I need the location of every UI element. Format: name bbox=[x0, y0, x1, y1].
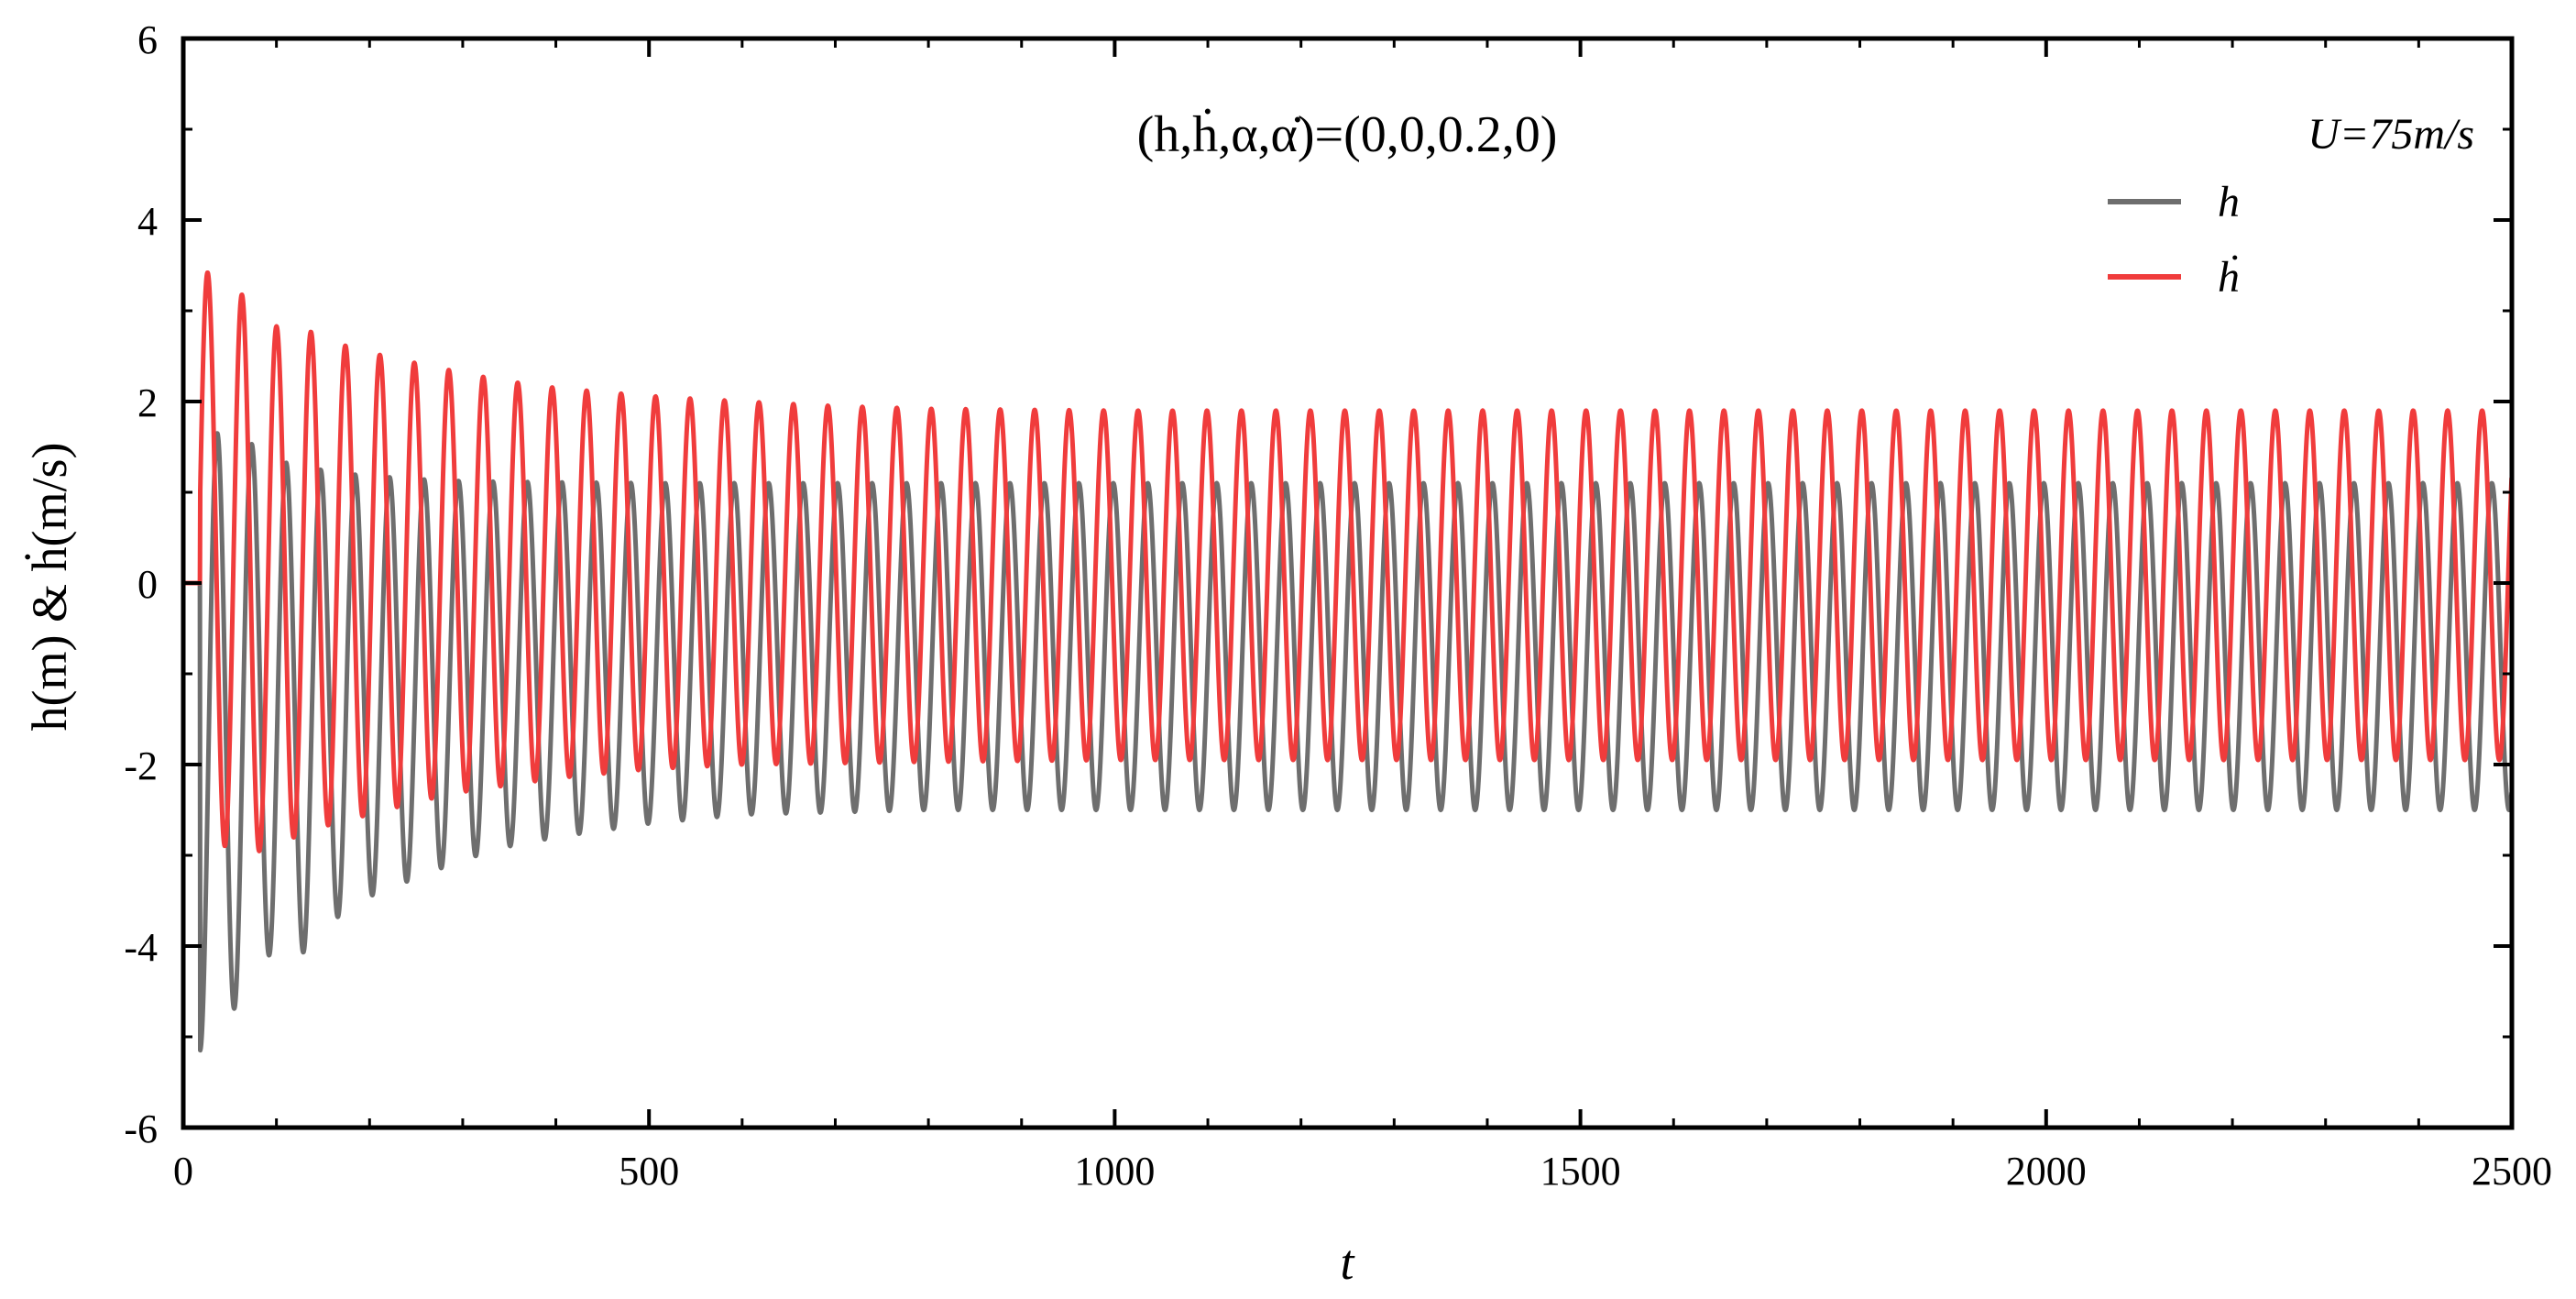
y-tick-label: -6 bbox=[124, 1106, 158, 1151]
x-tick-label: 1000 bbox=[1074, 1149, 1155, 1194]
x-axis-title: t bbox=[1340, 1235, 1355, 1290]
y-tick-label: -2 bbox=[124, 743, 158, 788]
initial-condition-annotation: (h,ḣ,α,α̇)=(0,0,0.2,0) bbox=[1137, 106, 1558, 163]
legend-label-hdot: ḣ bbox=[2218, 253, 2240, 302]
legend-header: U=75m/s bbox=[2307, 110, 2474, 159]
y-tick-label: 6 bbox=[137, 17, 158, 62]
legend-label-h: h bbox=[2218, 178, 2240, 226]
y-axis-title: h(m) & ḣ(m/s) bbox=[22, 443, 77, 732]
plot-lines bbox=[181, 270, 2515, 1053]
x-tick-label: 2000 bbox=[2006, 1149, 2087, 1194]
x-tick-label: 0 bbox=[173, 1149, 193, 1194]
series-hdot-line bbox=[181, 270, 2515, 853]
y-tick-label: -4 bbox=[124, 925, 158, 970]
x-tick-label: 500 bbox=[619, 1149, 679, 1194]
ticks bbox=[181, 37, 2514, 1129]
y-tick-label: 0 bbox=[137, 562, 158, 607]
y-tick-label: 2 bbox=[137, 380, 158, 425]
y-tick-label: 4 bbox=[137, 199, 158, 244]
legend: U=75m/s h ḣ bbox=[2108, 110, 2474, 302]
x-tick-label: 1500 bbox=[1540, 1149, 1621, 1194]
x-tick-label: 2500 bbox=[2472, 1149, 2552, 1194]
tick-labels: 0 500 1000 1500 2000 2500 -6 -4 -2 0 2 4 6 bbox=[124, 17, 2552, 1194]
